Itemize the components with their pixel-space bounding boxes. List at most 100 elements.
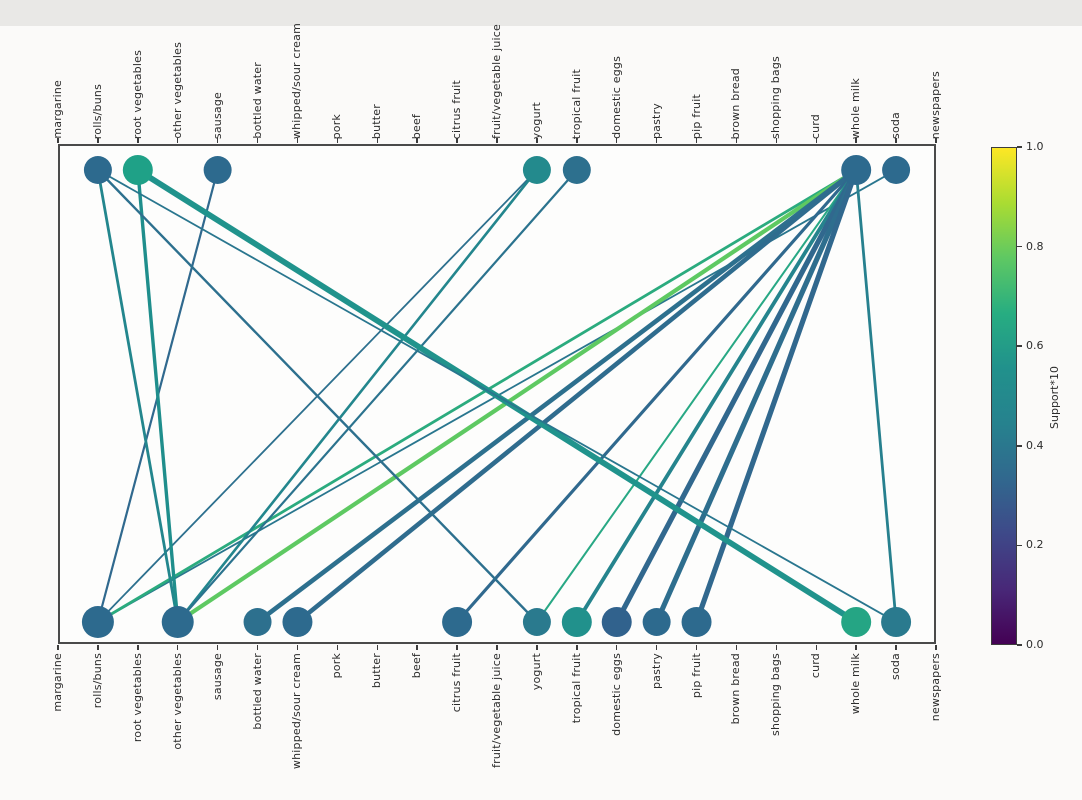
item-label-top: rolls/buns [90,83,104,139]
item-label-bottom: tropical fruit [569,653,583,724]
item-label-bottom: beef [410,653,424,679]
x-tick-top [735,138,738,143]
colorbar-tick [1017,146,1022,148]
x-tick-bottom [496,645,498,650]
x-tick-top [576,138,578,143]
x-tick-bottom [336,645,339,650]
item-label-top: fruit/vegetable juice [490,24,503,139]
item-label-top: butter [370,103,384,139]
x-tick-bottom [296,645,299,650]
rule-edge [96,168,539,624]
x-tick-bottom [775,645,778,650]
x-tick-bottom [176,645,179,650]
item-node-top [522,156,551,184]
item-label-bottom: soda [889,653,903,680]
rule-edge [574,168,859,624]
rule-edge [96,168,180,624]
colorbar-tick [1017,245,1022,248]
x-tick-bottom [416,645,418,650]
x-tick-top [176,138,179,143]
item-label-top: pork [330,113,344,139]
rule-edge [654,167,859,625]
item-label-bottom: rolls/buns [90,653,104,709]
item-node-bottom [522,608,551,636]
colorbar-tick [1017,644,1022,646]
item-label-bottom: brown bread [729,653,743,725]
item-label-top: brown bread [729,67,743,139]
x-tick-top [536,138,538,143]
item-node-bottom [601,607,632,637]
item-node-bottom [561,607,592,637]
item-node-bottom [442,607,473,637]
item-label-bottom: butter [370,653,384,689]
item-node-top [562,156,591,184]
x-tick-bottom [97,645,99,650]
item-label-bottom: whipped/sour cream [290,653,304,770]
item-label-top: newspapers [929,70,942,139]
colorbar-axis-label: Support*10 [1048,366,1061,429]
item-label-bottom: newspapers [929,653,942,722]
x-tick-bottom [735,645,738,650]
x-tick-top [456,138,458,143]
x-tick-bottom [855,645,857,650]
x-tick-top [137,138,139,143]
x-tick-top [496,138,498,143]
colorbar-tick-label: 0.8 [1026,239,1044,253]
rule-edge [255,167,859,625]
item-label-top: tropical fruit [569,68,583,139]
x-tick-top [296,138,299,143]
x-tick-bottom [536,645,538,650]
item-node-top [841,155,872,185]
x-tick-top [376,138,379,143]
item-label-bottom: shopping bags [769,653,783,736]
item-label-top: whipped/sour cream [290,22,304,139]
item-label-top: shopping bags [769,56,783,139]
x-tick-top [935,138,937,143]
item-label-bottom: curd [809,653,823,679]
x-tick-bottom [655,645,658,650]
rule-edge [176,168,539,624]
item-node-top [882,156,911,184]
x-tick-top [695,138,698,143]
item-label-bottom: pork [330,653,344,679]
item-label-top: pip fruit [689,93,703,139]
item-label-top: root vegetables [130,49,144,139]
item-label-bottom: citrus fruit [450,653,464,713]
rule-edge [535,169,858,623]
x-tick-bottom [456,645,458,650]
item-label-bottom: other vegetables [170,653,184,750]
rule-edge [295,167,859,625]
item-node-bottom [841,607,872,637]
x-tick-top [57,138,59,143]
x-tick-bottom [815,645,818,650]
x-tick-bottom [256,645,259,650]
x-tick-top [256,138,259,143]
item-node-bottom [282,607,313,637]
item-label-bottom: fruit/vegetable juice [490,653,503,768]
item-label-top: curd [809,113,823,139]
rule-edge [455,168,858,624]
item-node-bottom [881,607,912,637]
item-node-bottom [642,608,671,636]
colorbar-tick [1017,345,1022,347]
colorbar-tick-label: 1.0 [1026,140,1044,153]
colorbar-tick-label: 0.2 [1026,538,1044,552]
x-tick-top [815,138,818,143]
letterbox-strip [0,0,1082,26]
item-label-bottom: sausage [210,653,224,701]
item-node-top [122,155,153,185]
x-tick-top [216,138,219,143]
x-tick-top [655,138,658,143]
item-label-top: other vegetables [170,42,184,139]
item-node-bottom [161,606,194,638]
item-label-bottom: pastry [649,653,663,689]
rule-edge [175,167,859,625]
item-node-bottom [81,606,114,638]
item-label-top: soda [889,112,903,139]
x-tick-top [336,138,339,143]
rule-edge [136,168,180,624]
item-node-top [203,156,232,184]
x-tick-bottom [615,645,618,650]
rule-edge [96,168,858,624]
rule-edge [176,168,578,624]
